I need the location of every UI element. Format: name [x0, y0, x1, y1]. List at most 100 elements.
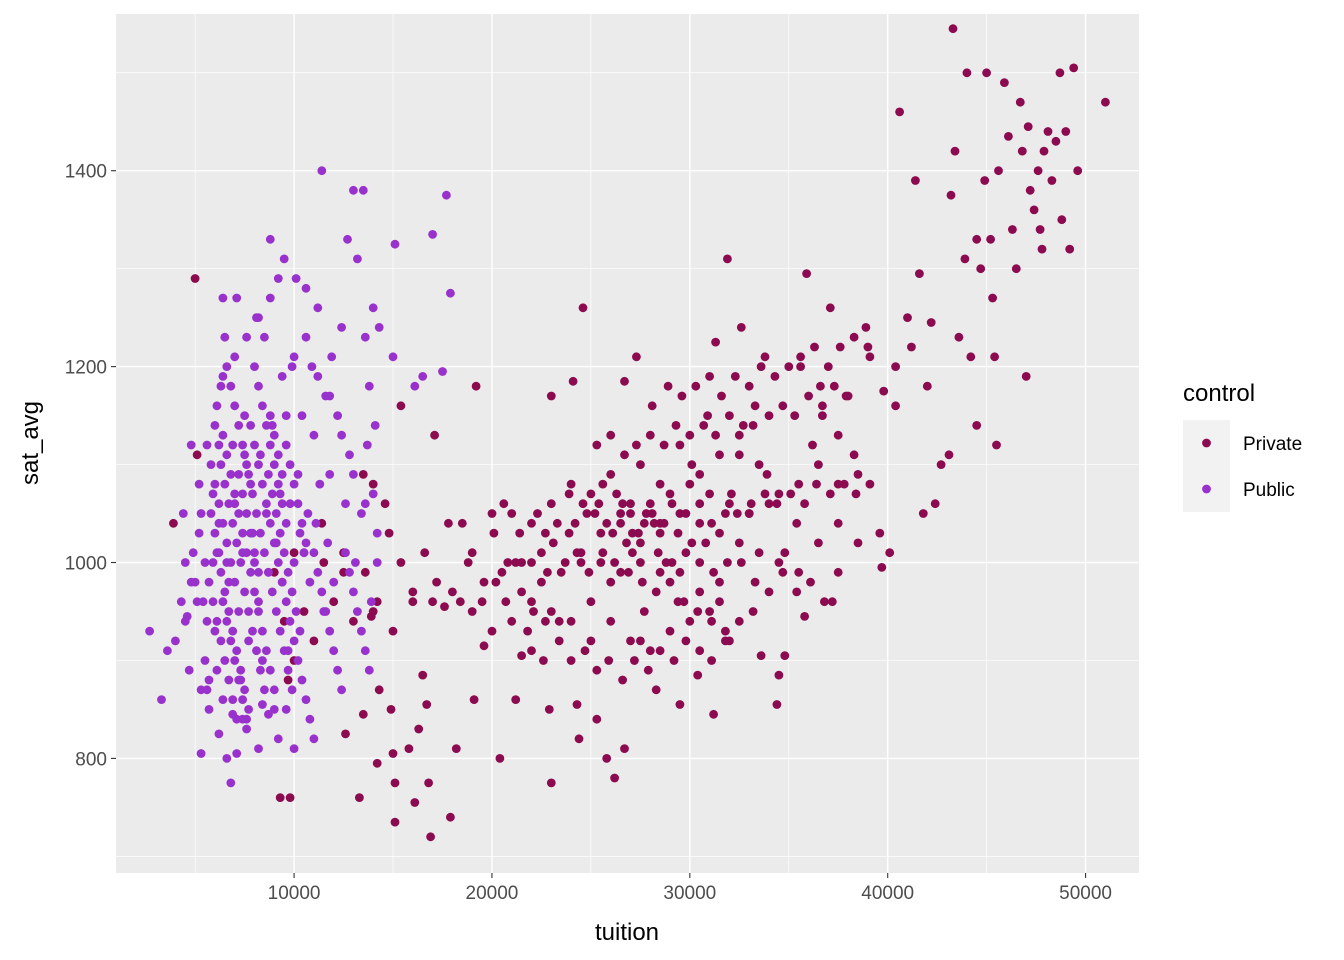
data-point [273, 734, 283, 744]
data-point [226, 558, 236, 567]
data-point [622, 538, 631, 548]
data-point [446, 812, 455, 822]
data-point [234, 470, 244, 479]
data-point [252, 509, 261, 518]
data-point [372, 528, 382, 538]
data-point [360, 499, 370, 509]
data-point [760, 352, 770, 362]
data-point [833, 430, 843, 440]
data-point [463, 558, 473, 567]
data-point [750, 577, 760, 587]
data-point [786, 489, 796, 499]
data-point [711, 337, 720, 347]
x-tick-label: 30000 [663, 883, 716, 904]
data-point [705, 372, 714, 381]
data-point [305, 577, 315, 587]
data-point [438, 367, 447, 376]
data-point [685, 430, 695, 440]
data-point [180, 616, 190, 626]
data-point [891, 362, 900, 371]
data-point [289, 548, 299, 558]
data-point [618, 499, 627, 509]
data-point [265, 665, 275, 675]
data-point [424, 778, 433, 788]
data-point [293, 470, 303, 479]
data-point [368, 489, 378, 499]
data-point [246, 421, 256, 430]
data-point [715, 528, 724, 538]
data-point [911, 176, 920, 185]
data-point [554, 636, 564, 646]
data-point [275, 626, 285, 636]
data-point [262, 421, 271, 430]
data-point [701, 538, 711, 548]
data-point [226, 636, 236, 646]
data-point [665, 626, 675, 636]
data-point [388, 352, 398, 362]
data-point [572, 548, 582, 558]
data-point [907, 342, 916, 352]
data-point [202, 440, 212, 450]
data-point [602, 754, 612, 763]
x-tick-label: 40000 [861, 883, 914, 904]
data-point [471, 381, 481, 391]
data-point [895, 107, 904, 117]
y-axis-ticks: 800 1000 1200 1400 [65, 162, 116, 770]
data-point [930, 499, 940, 509]
data-point [659, 440, 669, 450]
data-point [507, 509, 517, 518]
data-point [926, 318, 936, 327]
data-point [357, 509, 366, 518]
data-point [291, 274, 301, 283]
data-point [171, 636, 180, 646]
data-point [543, 567, 552, 577]
data-point [246, 528, 256, 538]
x-tick-label: 50000 [1059, 883, 1112, 904]
data-point [269, 685, 279, 695]
data-point [546, 607, 556, 616]
data-point [628, 528, 637, 538]
data-point [715, 577, 724, 587]
data-point [576, 558, 586, 567]
data-point [770, 372, 780, 381]
data-point [772, 700, 782, 709]
data-point [944, 450, 954, 460]
data-point [721, 636, 730, 646]
data-point [232, 538, 242, 548]
data-point [220, 479, 230, 489]
data-point [802, 269, 811, 278]
data-point [962, 68, 972, 78]
data-point [368, 303, 378, 313]
data-point [396, 401, 406, 411]
data-point [178, 509, 188, 518]
data-point [764, 499, 774, 509]
data-point [618, 675, 627, 685]
data-point [145, 626, 155, 636]
data-point [681, 509, 691, 518]
data-point [214, 548, 224, 558]
data-point [256, 450, 265, 460]
data-point [972, 421, 982, 430]
data-point [204, 675, 214, 685]
data-point [637, 577, 647, 587]
data-point [291, 607, 301, 616]
data-point [186, 440, 196, 450]
data-point [774, 670, 784, 680]
data-point [287, 685, 297, 695]
data-point [503, 558, 513, 567]
data-point [992, 440, 1001, 450]
data-point [636, 558, 645, 567]
data-point [647, 401, 657, 411]
data-point [329, 597, 339, 607]
data-point [552, 518, 562, 528]
data-point [487, 626, 497, 636]
data-point [404, 744, 414, 753]
data-point [309, 636, 319, 646]
data-point [673, 528, 683, 538]
data-point [301, 283, 311, 293]
data-point [804, 391, 813, 401]
data-point [727, 489, 736, 499]
data-point [582, 509, 592, 518]
data-point [814, 538, 823, 548]
